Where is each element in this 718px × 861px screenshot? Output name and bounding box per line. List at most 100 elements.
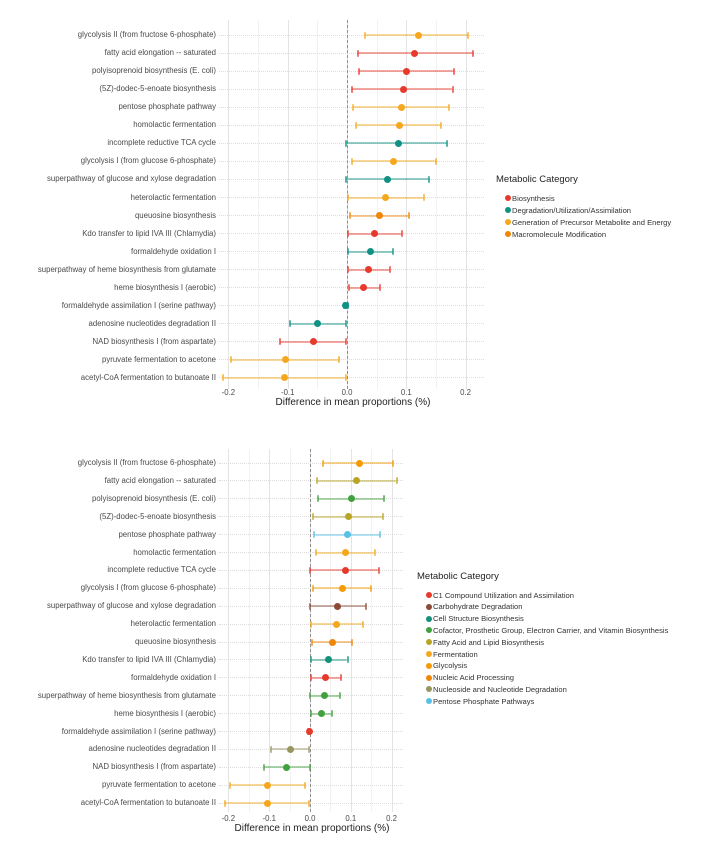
row-guide — [219, 766, 403, 768]
error-bar-cap — [347, 230, 350, 238]
data-point — [263, 799, 271, 807]
error-bar-cap — [351, 638, 354, 646]
y-axis-label: Kdo transfer to lipid IVA III (Chlamydia… — [82, 228, 216, 238]
legend-dot — [426, 698, 432, 705]
error-bar-cap — [321, 459, 324, 467]
row-guide — [219, 587, 403, 589]
error-bar-cap — [445, 139, 448, 147]
data-point — [366, 248, 374, 256]
error-bar-cap — [434, 157, 437, 165]
row-guide — [219, 605, 403, 607]
row-guide — [219, 784, 403, 786]
legend-item-label: Fermentation — [433, 649, 478, 659]
data-point — [341, 566, 349, 574]
error-bar-cap — [312, 584, 315, 592]
error-bar-cap — [439, 121, 442, 129]
y-axis-label: pentose phosphate pathway — [118, 529, 216, 539]
data-point — [381, 194, 389, 201]
error-bar-cap — [471, 49, 474, 57]
legend-item-label: Fatty Acid and Lipid Biosynthesis — [433, 637, 545, 647]
data-point — [322, 674, 330, 682]
error-bar-cap — [331, 710, 334, 718]
zero-reference-line — [310, 449, 311, 812]
data-point — [355, 459, 363, 467]
data-point — [364, 266, 372, 274]
data-point — [390, 157, 398, 165]
error-bar-cap — [391, 248, 394, 256]
x-tick-label: 0.2 — [460, 388, 472, 397]
data-point — [353, 477, 360, 485]
y-axis-label: formaldehyde oxidation I — [131, 672, 216, 682]
error-bar-cap — [345, 175, 348, 183]
row-guide — [219, 534, 403, 536]
data-point — [411, 49, 419, 57]
data-point — [399, 85, 407, 93]
gridline-major — [391, 449, 393, 812]
data-point — [317, 710, 325, 718]
x-tick-label: 0.0 — [341, 388, 353, 397]
error-bar-cap — [223, 799, 226, 807]
legend-item-label: Nucleoside and Nucleotide Degradation — [433, 684, 567, 694]
y-axis-label: superpathway of heme biosynthesis from g… — [37, 264, 216, 274]
gridline-minor — [371, 449, 373, 812]
error-bar-cap — [392, 459, 395, 467]
y-axis-label: adenosine nucleotides degradation II — [88, 744, 216, 754]
row-guide — [219, 287, 484, 289]
legend-item-label: Glycolysis — [433, 661, 468, 671]
error-bar-cap — [289, 320, 292, 328]
y-axis-label: superpathway of glucose and xylose degra… — [46, 601, 216, 611]
data-point — [281, 356, 289, 364]
x-tick-label: 0.1 — [345, 814, 357, 823]
row-guide — [219, 106, 484, 108]
y-axis-label: glycolysis II (from fructose 6-phosphate… — [77, 458, 216, 467]
error-bar-cap — [350, 85, 353, 93]
error-bar-cap — [356, 49, 359, 57]
y-axis-label: incomplete reductive TCA cycle — [107, 138, 216, 148]
legend-dot — [426, 615, 432, 622]
y-axis-label: formaldehyde oxidation I — [131, 246, 216, 256]
y-axis-label: NAD biosynthesis I (from aspartate) — [92, 336, 217, 346]
row-guide — [219, 233, 484, 235]
legend-dot — [505, 231, 511, 237]
row-guide — [219, 269, 484, 271]
row-guide — [219, 341, 484, 343]
data-point — [395, 121, 403, 129]
data-point — [309, 338, 317, 346]
error-bar-cap — [382, 495, 385, 503]
y-axis-label: adenosine nucleotides degradation II — [88, 318, 216, 328]
row-guide — [219, 52, 484, 54]
legend-dot — [426, 662, 432, 669]
y-axis-label: (5Z)-dodec-5-enoate biosynthesis — [99, 511, 216, 521]
error-bar-cap — [344, 374, 347, 382]
y-axis-label: queuosine biosynthesis — [134, 637, 216, 646]
error-bar-cap — [229, 356, 232, 364]
error-bar-cap — [451, 85, 454, 93]
legend-dot — [426, 674, 432, 681]
data-point — [347, 495, 355, 503]
row-guide — [219, 323, 484, 325]
row-guide — [219, 178, 484, 180]
gridline-minor — [248, 449, 250, 812]
x-tick-label: -0.2 — [221, 388, 236, 397]
row-guide — [219, 516, 403, 518]
legend-dot — [505, 207, 511, 213]
data-point — [334, 602, 342, 610]
y-axis-label: heme biosynthesis I (aerobic) — [114, 708, 216, 718]
row-guide — [219, 197, 484, 198]
row-guide — [219, 377, 484, 379]
error-bar-cap — [350, 157, 353, 165]
data-point — [414, 31, 422, 39]
data-point — [345, 513, 353, 521]
row-guide — [219, 802, 403, 804]
error-bar-cap — [351, 103, 354, 111]
y-axis-label: formaldehyde assimilation I (serine path… — [61, 300, 216, 310]
legend-dot — [426, 639, 432, 646]
x-axis-title-bottom: Difference in mean proportions (%) — [234, 823, 390, 834]
legend-title-top: Metabolic Category — [496, 174, 578, 185]
error-bar-cap — [309, 674, 312, 682]
error-bar-cap — [317, 495, 320, 503]
row-guide — [219, 34, 484, 36]
legend-item-label: Cell Structure Biosynthesis — [433, 614, 524, 624]
gridline-major — [287, 20, 289, 389]
